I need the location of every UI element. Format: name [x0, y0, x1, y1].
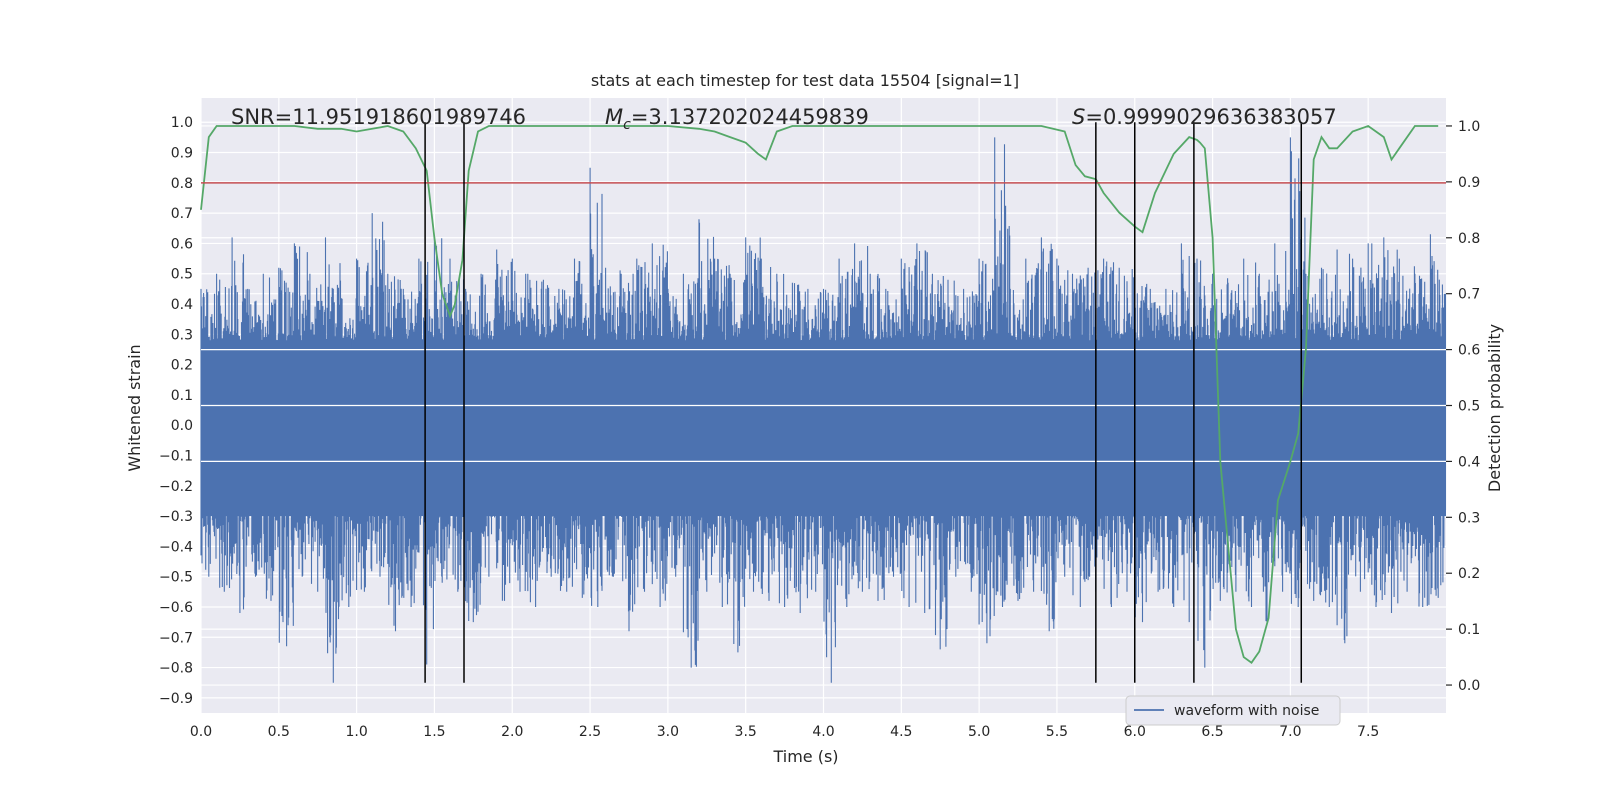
legend-box [1125, 695, 1341, 726]
y-tick-label: −0.2 [159, 479, 193, 495]
s-annotation: S=0.9999029636383057 [1072, 105, 1337, 129]
y2-tick-label: 0.3 [1458, 510, 1480, 526]
waveform-core [201, 346, 1446, 517]
y-tick-label: 0.5 [171, 267, 193, 283]
x-tick-label: 4.0 [812, 724, 834, 740]
y-tick-label: −0.1 [159, 448, 193, 464]
y-tick-label: −0.6 [159, 600, 193, 616]
y2-tick-label: 0.2 [1458, 566, 1480, 582]
y2-tick-label: 0.5 [1458, 399, 1480, 415]
x-tick-label: 7.5 [1357, 724, 1379, 740]
y-tick-label: −0.8 [159, 661, 193, 677]
x-tick-label: 1.0 [345, 724, 367, 740]
y-tick-label: −0.7 [159, 630, 193, 646]
y-tick-label: 0.2 [171, 358, 193, 374]
y-tick-label: −0.5 [159, 570, 193, 586]
y-tick-label: 0.6 [171, 236, 193, 252]
x-axis-label: Time (s) [772, 747, 838, 766]
x-tick-label: 2.0 [501, 724, 523, 740]
x-tick-label: 3.0 [657, 724, 679, 740]
x-tick-label: 5.5 [1046, 724, 1068, 740]
x-ticks: 0.0 0.5 1.0 1.5 2.0 2.5 3.0 3.5 4.0 4.5 5.0 5.5 6.0 6… [190, 724, 1379, 740]
chart-title: stats at each timestep for test data 155… [591, 71, 1019, 90]
y-tick-label: −0.4 [159, 539, 193, 555]
y-tick-label: 0.4 [171, 297, 193, 313]
y2-tick-label: 0.9 [1458, 175, 1480, 191]
y2-axis-label: Detection probability [1485, 324, 1504, 492]
y2-tick-label: 0.8 [1458, 231, 1480, 247]
y2-tick-label: 0.6 [1458, 343, 1480, 359]
x-tick-label: 0.5 [268, 724, 290, 740]
legend-label: waveform with noise [1174, 703, 1319, 719]
mc-annotation: Mc=3.137202024459839 [605, 105, 869, 133]
y-ticks: 1.0 0.9 0.8 0.7 0.6 0.5 0.4 0.3 0.2 0.1 0.0 −0.1 −0.… [159, 115, 193, 707]
x-tick-label: 0.0 [190, 724, 212, 740]
y-tick-label: 0.1 [171, 388, 193, 404]
vertical-markers [424, 122, 1303, 683]
x-tick-label: 1.5 [423, 724, 445, 740]
y-tick-label: 0.7 [171, 206, 193, 222]
y-tick-label: −0.9 [159, 691, 193, 707]
x-tick-label: 5.0 [968, 724, 990, 740]
x-tick-label: 3.5 [735, 724, 757, 740]
x-tick-label: 7.0 [1279, 724, 1301, 740]
y2-tick-label: 1.0 [1458, 119, 1480, 135]
y2-tick-label: 0.0 [1458, 678, 1480, 694]
y2-ticks: 1.0 0.9 0.8 0.7 0.6 0.5 0.4 0.3 0.2 0.1 0.0 [1446, 119, 1480, 694]
probability-line [200, 124, 1439, 664]
waveform-series [200, 137, 1447, 683]
x-tick-label: 4.5 [890, 724, 912, 740]
y-tick-label: 0.8 [171, 176, 193, 192]
y2-tick-label: 0.7 [1458, 287, 1480, 303]
legend: waveform with noise [1125, 695, 1341, 726]
x-tick-label: 6.0 [1124, 724, 1146, 740]
y-axis-label: Whitened strain [125, 344, 144, 471]
y-tick-label: 1.0 [171, 115, 193, 131]
y2-tick-label: 0.4 [1458, 454, 1480, 470]
x-tick-label: 6.5 [1201, 724, 1223, 740]
x-tick-label: 2.5 [579, 724, 601, 740]
y-tick-label: −0.3 [159, 509, 193, 525]
snr-annotation: SNR=11.951918601989746 [231, 105, 526, 129]
probability-series [200, 124, 1439, 664]
y-tick-label: 0.3 [171, 327, 193, 343]
y-tick-label: 0.9 [171, 146, 193, 162]
y-tick-label: 0.0 [171, 418, 193, 434]
y2-tick-label: 0.1 [1458, 622, 1480, 638]
